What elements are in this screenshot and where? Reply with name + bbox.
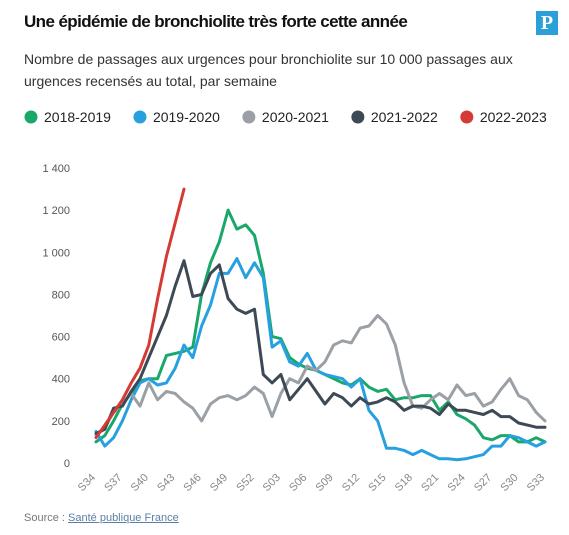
legend-swatch bbox=[242, 110, 256, 124]
x-tick-label: S12 bbox=[340, 472, 362, 494]
x-tick-label: S49 bbox=[208, 472, 230, 494]
y-tick-label: 600 bbox=[52, 332, 70, 344]
x-tick-label: S52 bbox=[234, 472, 256, 494]
x-tick-label: S33 bbox=[525, 472, 547, 494]
chart-subtitle: Nombre de passages aux urgences pour bro… bbox=[24, 51, 513, 89]
x-tick-label: S34 bbox=[76, 472, 98, 494]
chart: 2018-2019 2019-2020 2020-2021 2021-2022 2022… bbox=[24, 109, 547, 494]
chart-title: Une épidémie de bronchiolite très forte … bbox=[24, 12, 408, 31]
series-line bbox=[94, 314, 547, 438]
x-tick-label: S46 bbox=[181, 472, 203, 494]
y-tick-label: 0 bbox=[64, 458, 70, 470]
y-tick-label: 800 bbox=[52, 289, 70, 301]
legend-label: 2019-2020 bbox=[153, 109, 220, 125]
x-tick-label: S09 bbox=[313, 472, 335, 494]
legend-swatch bbox=[24, 110, 38, 124]
x-tick-label: S06 bbox=[287, 472, 309, 494]
y-tick-label: 1 200 bbox=[42, 205, 70, 217]
x-tick-label: S43 bbox=[155, 472, 177, 494]
y-tick-label: 1 400 bbox=[42, 163, 70, 175]
series-line bbox=[94, 257, 547, 462]
x-tick-label: S24 bbox=[446, 472, 468, 494]
legend-swatch bbox=[133, 110, 147, 124]
legend-swatch bbox=[460, 110, 474, 124]
series-line bbox=[94, 259, 547, 435]
source: Source : Santé publique France bbox=[24, 512, 179, 524]
x-tick-label: S30 bbox=[498, 472, 520, 494]
source-label: Source : bbox=[24, 512, 65, 524]
legend-label: 2018-2019 bbox=[44, 109, 111, 125]
y-tick-label: 400 bbox=[52, 374, 70, 386]
x-tick-label: S15 bbox=[366, 472, 388, 494]
series-line bbox=[94, 187, 186, 440]
y-tick-label: 200 bbox=[52, 416, 70, 428]
logo: P bbox=[536, 11, 558, 35]
y-tick-label: 1 000 bbox=[42, 247, 70, 259]
legend-label: 2022-2023 bbox=[480, 109, 547, 125]
source-link[interactable]: Santé publique France bbox=[68, 512, 179, 524]
x-tick-label: S03 bbox=[261, 472, 283, 494]
x-tick-label: S37 bbox=[102, 472, 124, 494]
x-tick-label: S21 bbox=[419, 472, 441, 494]
x-tick-label: S18 bbox=[393, 472, 415, 494]
x-tick-label: S40 bbox=[129, 472, 151, 494]
legend-swatch bbox=[351, 110, 365, 124]
x-tick-label: S27 bbox=[472, 472, 494, 494]
legend-label: 2020-2021 bbox=[262, 109, 329, 125]
legend-label: 2021-2022 bbox=[371, 109, 438, 125]
